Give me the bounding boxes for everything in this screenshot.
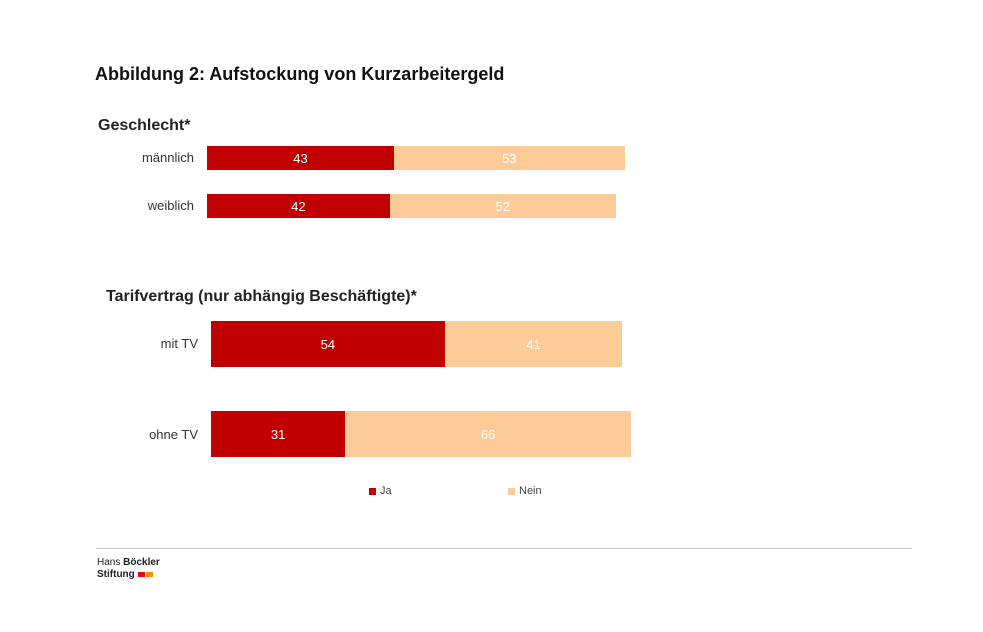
data-label-ohne-tv-nein: 66 (480, 426, 496, 442)
logo-text-boeckler: Böckler (123, 557, 160, 568)
legend-item-ja: Ja (369, 485, 392, 497)
bar-mit-tv-nein: 41 (444, 321, 623, 367)
legend-swatch-ja (369, 487, 376, 495)
data-label-ohne-tv-ja: 31 (270, 426, 286, 442)
data-label-mit-tv-ja: 54 (320, 336, 336, 352)
section-title-geschlecht: Geschlecht* (98, 117, 191, 134)
legend-label-nein: Nein (519, 485, 542, 497)
legend-swatch-nein (508, 487, 515, 495)
bar-maennlich-nein: 53 (394, 146, 625, 170)
legend-item-nein: Nein (508, 485, 542, 497)
data-label-weiblich-ja: 42 (291, 198, 306, 214)
bar-mit-tv-ja: 54 (211, 321, 445, 367)
category-label-maennlich: männlich (141, 150, 194, 165)
hans-boeckler-stiftung-logo: Hans Böckler Stiftung (97, 557, 160, 581)
bar-weiblich-nein: 52 (389, 194, 616, 218)
logo-text-hans: Hans (97, 557, 124, 568)
legend-label-ja: Ja (380, 485, 392, 497)
data-label-maennlich-ja: 43 (293, 150, 308, 166)
category-label-ohne-tv: ohne TV (149, 427, 198, 442)
data-label-weiblich-nein: 52 (495, 198, 511, 214)
section-title-tarifvertrag: Tarifvertrag (nur abhängig Beschäftigte)… (106, 288, 417, 305)
bar-weiblich-ja: 42 (207, 194, 390, 218)
bar-maennlich-ja: 43 (207, 146, 395, 170)
bar-ohne-tv-nein: 66 (345, 411, 631, 457)
logo-text-stiftung: Stiftung (97, 569, 135, 580)
logo-mark-icon (137, 571, 154, 577)
bar-ohne-tv-ja: 31 (211, 411, 346, 457)
data-label-mit-tv-nein: 41 (526, 336, 541, 352)
footer-rule (96, 548, 912, 549)
figure-title: Abbildung 2: Aufstockung von Kurzarbeite… (95, 64, 505, 84)
data-label-maennlich-nein: 53 (502, 150, 517, 166)
category-label-weiblich: weiblich (147, 198, 194, 213)
category-label-mit-tv: mit TV (160, 336, 198, 351)
